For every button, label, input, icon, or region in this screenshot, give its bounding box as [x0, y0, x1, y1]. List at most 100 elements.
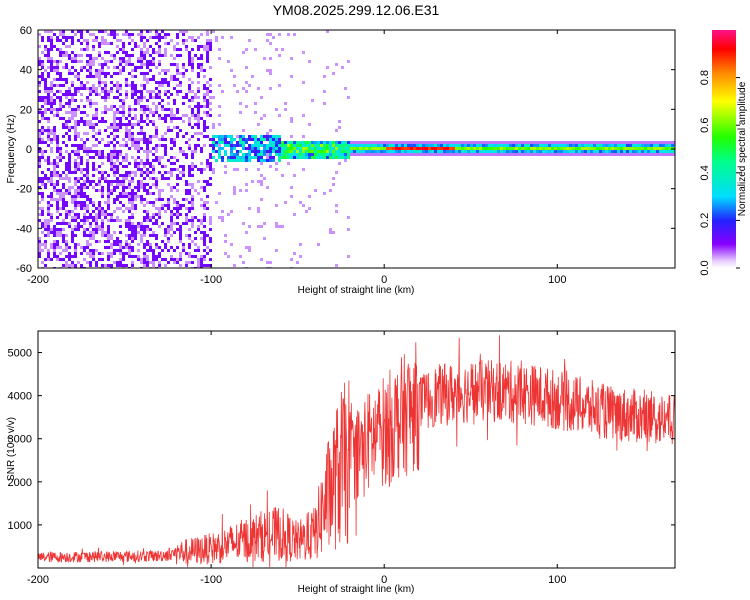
spectrogram-cell — [122, 255, 125, 258]
y-tick-label: -20 — [16, 184, 32, 196]
spectrogram-cell — [41, 210, 44, 213]
spectrogram-cell — [119, 246, 122, 249]
spectrogram-cell — [173, 141, 176, 144]
spectrogram-cell — [563, 150, 566, 153]
spectrogram-cell — [179, 252, 182, 255]
spectrogram-cell — [95, 150, 98, 153]
spectrogram-cell — [113, 111, 116, 114]
spectrogram-cell — [62, 54, 65, 57]
spectrogram-cell — [644, 153, 647, 156]
spectrogram-cell — [260, 174, 263, 177]
spectrogram-cell — [437, 153, 440, 156]
spectrogram-cell — [566, 147, 569, 150]
spectrogram-cell — [512, 150, 515, 153]
spectrogram-cell — [446, 141, 449, 144]
spectrogram-cell — [353, 141, 356, 144]
spectrogram-cell — [44, 183, 47, 186]
spectrogram-cell — [128, 36, 131, 39]
spectrogram-cell — [86, 150, 89, 153]
spectrogram-cell — [158, 33, 161, 36]
spectrogram-cell — [53, 168, 56, 171]
spectrogram-cell — [302, 204, 305, 207]
spectrogram-cell — [80, 183, 83, 186]
spectrogram-cell — [155, 159, 158, 162]
spectrogram-cell — [110, 168, 113, 171]
spectrogram-cell — [146, 255, 149, 258]
spectrogram-cell — [218, 123, 221, 126]
spectrogram-cell — [221, 138, 224, 141]
spectrogram-cell — [122, 264, 125, 267]
spectrogram-cell — [134, 192, 137, 195]
spectrogram-cell — [191, 201, 194, 204]
spectrogram-cell — [95, 111, 98, 114]
spectrogram-cell — [68, 99, 71, 102]
spectrogram-cell — [176, 183, 179, 186]
spectrogram-cell — [407, 153, 410, 156]
spectrogram-cell — [59, 150, 62, 153]
spectrogram-cell — [137, 255, 140, 258]
spectrogram-cell — [65, 120, 68, 123]
spectrogram-cell — [152, 252, 155, 255]
spectrogram-cell — [95, 57, 98, 60]
spectrogram-cell — [50, 30, 53, 33]
spectrogram-cell — [38, 60, 41, 63]
spectrogram-cell — [86, 204, 89, 207]
spectrogram-cell — [200, 261, 203, 264]
spectrogram-cell — [110, 141, 113, 144]
spectrogram-cell — [254, 102, 257, 105]
spectrogram-cell — [209, 258, 212, 261]
spectrogram-cell — [458, 153, 461, 156]
spectrogram-cell — [53, 78, 56, 81]
spectrogram-cell — [89, 147, 92, 150]
spectrogram-cell — [92, 57, 95, 60]
spectrogram-cell — [62, 219, 65, 222]
spectrogram-cell — [146, 183, 149, 186]
spectrogram-cell — [545, 150, 548, 153]
spectrogram-cell — [653, 144, 656, 147]
spectrogram-cell — [278, 153, 281, 156]
spectrogram-cell — [605, 153, 608, 156]
spectrogram-cell — [110, 264, 113, 267]
spectrogram-cell — [47, 177, 50, 180]
spectrogram-cell — [149, 78, 152, 81]
spectrogram-cell — [83, 66, 86, 69]
spectrogram-cell — [158, 63, 161, 66]
spectrogram-cell — [74, 150, 77, 153]
spectrogram-cell — [101, 156, 104, 159]
spectrogram-cell — [158, 198, 161, 201]
spectrogram-cell — [140, 99, 143, 102]
spectrogram-cell — [110, 159, 113, 162]
spectrogram-cell — [41, 111, 44, 114]
spectrogram-cell — [191, 48, 194, 51]
spectrogram-cell — [59, 78, 62, 81]
spectrogram-cell — [116, 207, 119, 210]
spectrogram-cell — [278, 114, 281, 117]
spectrogram-cell — [95, 264, 98, 267]
spectrogram-cell — [158, 93, 161, 96]
spectrogram-cell — [131, 87, 134, 90]
spectrogram-cell — [95, 219, 98, 222]
spectrogram-cell — [107, 93, 110, 96]
spectrogram-cell — [272, 159, 275, 162]
spectrogram-cell — [71, 39, 74, 42]
spectrogram-cell — [134, 231, 137, 234]
spectrogram-cell — [209, 45, 212, 48]
spectrogram-cell — [107, 66, 110, 69]
spectrogram-cell — [260, 198, 263, 201]
spectrogram-cell — [491, 150, 494, 153]
spectrogram-cell — [86, 180, 89, 183]
spectrogram-cell — [92, 39, 95, 42]
spectrogram-cell — [68, 36, 71, 39]
spectrogram-cell — [149, 93, 152, 96]
spectrogram-cell — [95, 102, 98, 105]
spectrogram-cell — [152, 222, 155, 225]
spectrogram-cell — [92, 60, 95, 63]
spectrogram-cell — [173, 99, 176, 102]
spectrogram-cell — [245, 90, 248, 93]
spectrogram-cell — [260, 96, 263, 99]
spectrogram-cell — [44, 108, 47, 111]
spectrogram-cell — [41, 180, 44, 183]
spectrogram-cell — [74, 135, 77, 138]
spectrogram-cell — [188, 243, 191, 246]
spectrogram-cell — [119, 180, 122, 183]
